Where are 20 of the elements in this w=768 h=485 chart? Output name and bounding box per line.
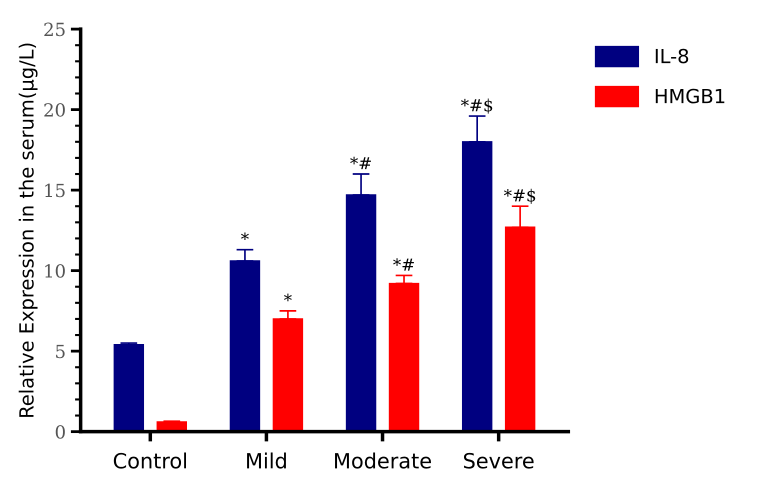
- data-label: *#$: [504, 188, 536, 204]
- y-tick-label: 20: [44, 103, 65, 117]
- data-label: *#$: [460, 98, 492, 114]
- y-tick-label: 5: [56, 344, 65, 358]
- data-label: *#: [393, 258, 414, 271]
- x-tick-label: Control: [114, 452, 186, 469]
- y-tick-label: 0: [56, 425, 65, 439]
- bar: [114, 344, 144, 432]
- x-tick-label: Moderate: [335, 452, 431, 469]
- y-axis-title: Relative Expression in the serum(μg/L): [18, 44, 38, 417]
- data-label: *: [284, 294, 292, 302]
- x-tick-label: Severe: [464, 452, 534, 469]
- legend-label: IL-8: [656, 48, 688, 64]
- data-label: *: [241, 232, 249, 240]
- x-tick-label: Mild: [247, 452, 286, 469]
- y-tick-label: 15: [45, 184, 65, 198]
- legend-label: HMGB1: [656, 88, 724, 104]
- data-label: *#: [350, 156, 371, 170]
- y-tick-label: 25: [44, 22, 65, 36]
- y-tick-label: 10: [45, 264, 65, 278]
